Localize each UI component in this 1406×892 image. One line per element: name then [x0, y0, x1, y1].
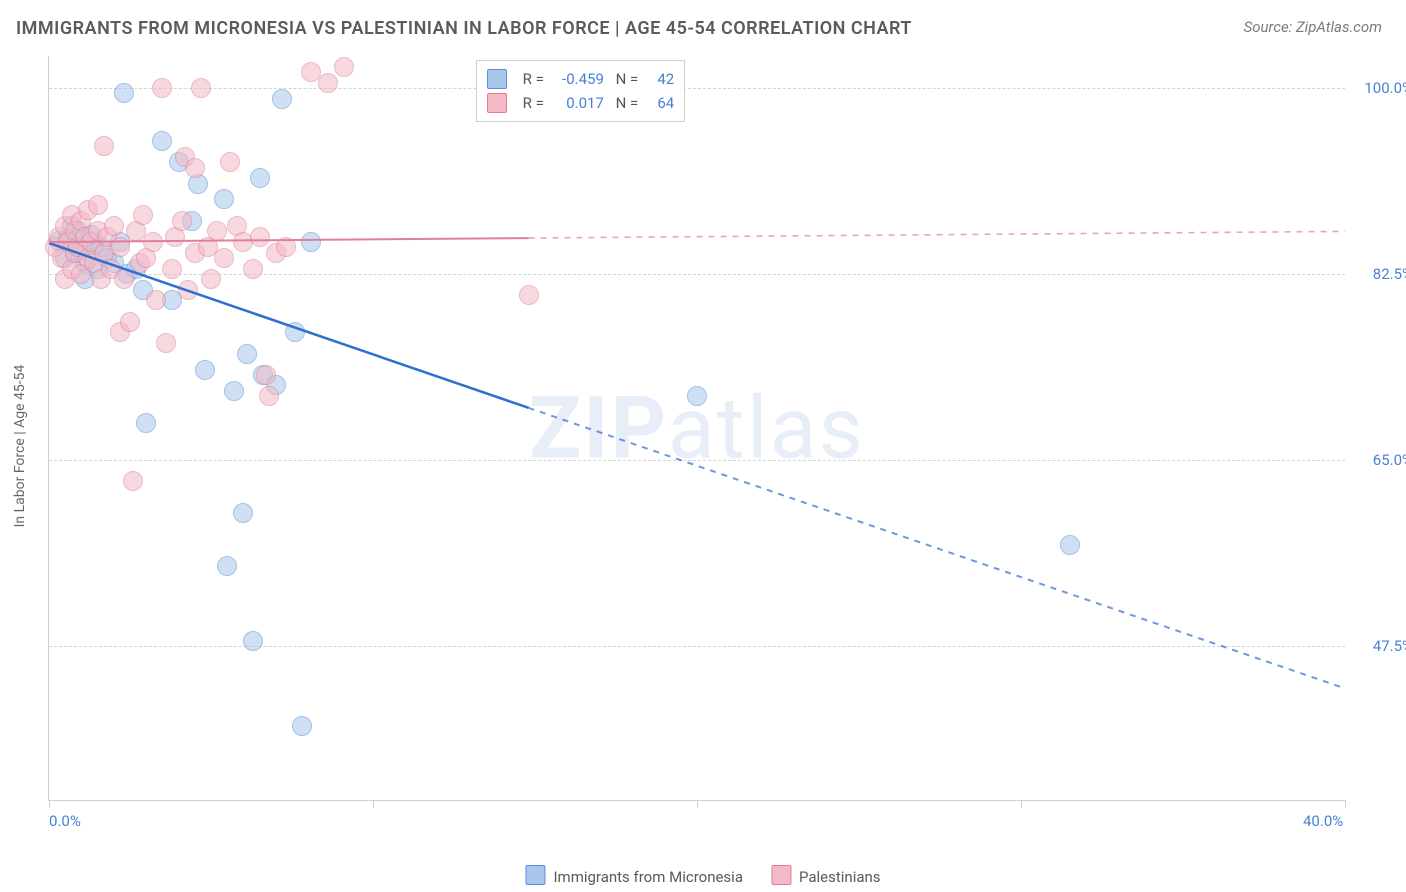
y-tick-label: 47.5% [1353, 637, 1406, 655]
chart-title: IMMIGRANTS FROM MICRONESIA VS PALESTINIA… [16, 18, 912, 39]
data-point [178, 280, 198, 300]
data-point [250, 168, 270, 188]
data-point [172, 211, 192, 231]
data-point [214, 189, 234, 209]
gridline [49, 460, 1345, 461]
data-point [104, 216, 124, 236]
data-point [143, 232, 163, 252]
data-point [292, 716, 312, 736]
gridline [49, 646, 1345, 647]
x-tick [1345, 800, 1346, 808]
data-point [334, 57, 354, 77]
data-point [195, 360, 215, 380]
stats-row-series2: R =0.017 N =64 [487, 91, 675, 115]
data-point [94, 136, 114, 156]
gridline [49, 274, 1345, 275]
data-point [220, 152, 240, 172]
gridline [49, 88, 1345, 89]
x-axis-legend: Immigrants from Micronesia Palestinians [525, 865, 880, 886]
data-point [123, 471, 143, 491]
swatch-series2 [771, 865, 791, 885]
data-point [1060, 535, 1080, 555]
data-point [256, 365, 276, 385]
data-point [88, 195, 108, 215]
data-point [250, 227, 270, 247]
data-point [214, 248, 234, 268]
stats-legend: R =-0.459 N =42 R =0.017 N =64 [476, 60, 686, 122]
data-point [243, 259, 263, 279]
data-point [156, 333, 176, 353]
data-point [301, 232, 321, 252]
data-point [136, 413, 156, 433]
data-point [110, 237, 130, 257]
data-point [152, 131, 172, 151]
x-tick [373, 800, 374, 808]
data-point [133, 205, 153, 225]
x-tick [49, 800, 50, 808]
y-tick-label: 100.0% [1353, 79, 1406, 97]
data-point [272, 89, 292, 109]
data-point [687, 386, 707, 406]
x-tick-label: 0.0% [49, 812, 81, 830]
data-point [201, 269, 221, 289]
data-point [519, 285, 539, 305]
swatch-series1 [525, 865, 545, 885]
y-tick-label: 82.5% [1353, 265, 1406, 283]
data-point [217, 556, 237, 576]
plot-area: ZIPatlas 47.5%65.0%82.5%100.0%0.0%40.0% [48, 56, 1345, 801]
data-point [318, 73, 338, 93]
data-point [207, 221, 227, 241]
legend-item-series1: Immigrants from Micronesia [525, 865, 743, 886]
data-point [114, 269, 134, 289]
stats-row-series1: R =-0.459 N =42 [487, 67, 675, 91]
data-point [276, 237, 296, 257]
data-point [114, 83, 134, 103]
data-point [285, 322, 305, 342]
data-point [185, 158, 205, 178]
x-tick [697, 800, 698, 808]
legend-item-series2: Palestinians [771, 865, 881, 886]
x-tick [1021, 800, 1022, 808]
data-point [243, 631, 263, 651]
source-citation: Source: ZipAtlas.com [1244, 18, 1382, 36]
data-point [162, 259, 182, 279]
swatch-series2-icon [487, 93, 507, 113]
data-point [237, 344, 257, 364]
y-axis-label: In Labor Force | Age 45-54 [12, 365, 28, 528]
data-point [191, 78, 211, 98]
data-point [146, 290, 166, 310]
x-tick-label: 40.0% [1303, 812, 1343, 830]
data-point [152, 78, 172, 98]
swatch-series1-icon [487, 69, 507, 89]
data-point [233, 503, 253, 523]
regression-lines [49, 56, 1345, 800]
data-point [224, 381, 244, 401]
data-point [120, 312, 140, 332]
y-tick-label: 65.0% [1353, 451, 1406, 469]
data-point [259, 386, 279, 406]
